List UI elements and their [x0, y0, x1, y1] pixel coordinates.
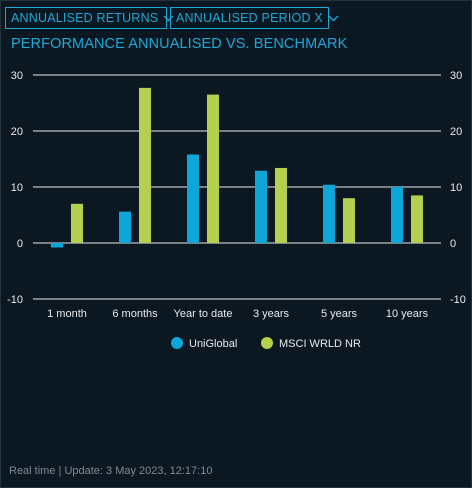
footer-separator: | — [58, 465, 62, 477]
y-tick-label-left: 20 — [11, 126, 23, 138]
bar-msci — [343, 198, 355, 243]
x-tick-label: 10 years — [386, 308, 429, 320]
bar-msci — [71, 203, 83, 243]
bar-msci — [411, 195, 423, 243]
x-tick-label: 6 months — [112, 308, 158, 320]
chevron-down-icon — [328, 15, 339, 22]
y-tick-label-right: -10 — [450, 294, 466, 306]
update-timestamp: Update: 3 May 2023, 12:17:10 — [64, 465, 213, 477]
bar-uniglobal — [187, 154, 199, 243]
returns-type-dropdown[interactable]: ANNUALISED RETURNS — [5, 7, 174, 29]
chart-title: PERFORMANCE ANNUALISED VS. BENCHMARK — [11, 36, 348, 52]
legend-label: UniGlobal — [189, 338, 237, 350]
y-tick-label-left: 30 — [11, 70, 23, 82]
y-tick-label-right: 0 — [450, 238, 456, 250]
bar-msci — [207, 94, 219, 243]
bar-msci — [275, 167, 287, 243]
period-dropdown[interactable]: ANNUALISED PERIOD X — [170, 7, 339, 29]
y-tick-label-left: 0 — [17, 238, 23, 250]
bar-uniglobal — [391, 187, 403, 243]
y-tick-label-left: -10 — [7, 294, 23, 306]
y-tick-label-right: 10 — [450, 182, 462, 194]
bar-msci — [139, 87, 151, 243]
update-footer: Real time | Update: 3 May 2023, 12:17:10 — [9, 465, 212, 477]
x-tick-label: 5 years — [321, 308, 358, 320]
returns-type-label: ANNUALISED RETURNS — [11, 11, 159, 25]
x-tick-label: 3 years — [253, 308, 290, 320]
bar-uniglobal — [119, 211, 131, 243]
period-label: ANNUALISED PERIOD X — [176, 11, 323, 25]
x-tick-label: 1 month — [47, 308, 87, 320]
bar-chart: -10 -10 0 0 10 10 20 20 30 30 1 month 6 months Year … — [7, 70, 466, 350]
legend-label: MSCI WRLD NR — [279, 338, 361, 350]
realtime-status: Real time — [9, 465, 56, 477]
x-tick-label: Year to date — [174, 308, 233, 320]
legend-marker — [171, 337, 183, 349]
bar-uniglobal — [323, 184, 335, 243]
chevron-down-icon — [163, 15, 174, 22]
bar-uniglobal — [255, 170, 267, 243]
legend-marker — [261, 337, 273, 349]
bar-uniglobal — [51, 243, 63, 248]
y-tick-label-right: 20 — [450, 126, 462, 138]
y-tick-label-right: 30 — [450, 70, 462, 82]
y-tick-label-left: 10 — [11, 182, 23, 194]
